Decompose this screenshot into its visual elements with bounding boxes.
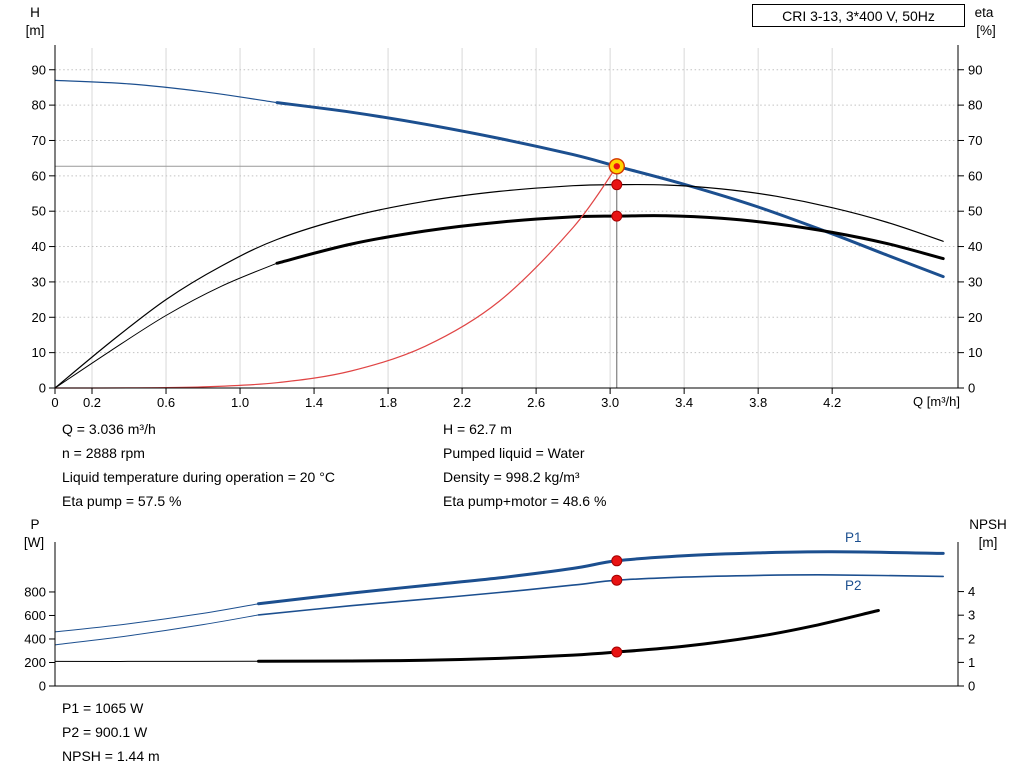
y-left-tick-label: 20 <box>32 310 46 325</box>
y-right-tick-label: 80 <box>968 98 982 113</box>
p2-series-label: P2 <box>845 578 862 593</box>
p2-curve-thin <box>54 614 259 646</box>
x-tick-label: 0.6 <box>157 395 175 410</box>
x-tick-label: 3.0 <box>601 395 619 410</box>
y-right-tick-label: 0 <box>968 679 975 694</box>
y-right-tick-label: 10 <box>968 345 982 360</box>
y-left-tick-label: 70 <box>32 133 46 148</box>
y-right-tick-label: 1 <box>968 655 975 670</box>
result-p1: P1 = 1065 W <box>62 700 144 716</box>
eta-motor-point-marker <box>611 210 623 222</box>
p1-series-label: P1 <box>845 530 862 545</box>
result-p2: P2 = 900.1 W <box>62 724 148 740</box>
eta-axis-unit: [%] <box>976 23 996 38</box>
eta-pump-point-marker <box>611 179 623 191</box>
p2-point-marker <box>611 574 623 586</box>
eta-pump-curve <box>54 183 944 389</box>
eta-motor-curve <box>275 214 945 265</box>
y-left-tick-label: 80 <box>32 98 46 113</box>
npsh-axis-unit: [m] <box>978 535 998 550</box>
chart-title-box: CRI 3-13, 3*400 V, 50Hz <box>752 4 965 27</box>
y-left-tick-label: 400 <box>24 631 46 646</box>
eta-axis-title: eta <box>974 5 994 20</box>
y-left-tick-label: 90 <box>32 62 46 77</box>
y-left-tick-label: 10 <box>32 345 46 360</box>
x-tick-label: 2.6 <box>527 395 545 410</box>
p1-curve <box>257 550 945 606</box>
y-left-tick-label: 60 <box>32 168 46 183</box>
result-npsh: NPSH = 1.44 m <box>62 748 160 764</box>
q-axis-title: Q [m³/h] <box>913 394 960 409</box>
y-right-tick-label: 90 <box>968 62 982 77</box>
operating-speed: n = 2888 rpm <box>62 445 145 461</box>
h-axis-unit: [m] <box>25 23 45 38</box>
p-axis-unit: [W] <box>23 535 45 550</box>
x-tick-label: 4.2 <box>823 395 841 410</box>
operating-eta-pump-motor: Eta pump+motor = 48.6 % <box>443 493 607 509</box>
x-tick-label: 3.8 <box>749 395 767 410</box>
y-left-tick-label: 40 <box>32 239 46 254</box>
h-axis-title: H <box>30 5 40 20</box>
p2-curve <box>257 574 944 616</box>
operating-density: Density = 998.2 kg/m³ <box>443 469 580 485</box>
system-curve <box>54 165 618 389</box>
operating-liquid-temperature: Liquid temperature during operation = 20… <box>62 469 335 485</box>
p1-curve-thin <box>54 603 259 633</box>
qh-curve-thin <box>54 79 278 104</box>
y-right-tick-label: 0 <box>968 381 975 396</box>
npsh-curve <box>257 609 880 663</box>
y-left-tick-label: 600 <box>24 608 46 623</box>
p1-point-marker <box>611 555 623 567</box>
x-tick-label: 2.2 <box>453 395 471 410</box>
operating-eta-pump: Eta pump = 57.5 % <box>62 493 182 509</box>
x-tick-label: 3.4 <box>675 395 693 410</box>
y-left-tick-label: 50 <box>32 204 46 219</box>
eta-motor-curve-thin <box>54 262 278 389</box>
y-left-tick-label: 200 <box>24 655 46 670</box>
y-left-tick-label: 800 <box>24 584 46 599</box>
operating-q: Q = 3.036 m³/h <box>62 421 156 437</box>
operating-data-left-column: Q = 3.036 m³/h n = 2888 rpm Liquid tempe… <box>62 417 335 513</box>
y-left-tick-label: 0 <box>39 381 46 396</box>
y-right-tick-label: 40 <box>968 239 982 254</box>
x-tick-label: 1.8 <box>379 395 397 410</box>
y-right-tick-label: 2 <box>968 631 975 646</box>
p-axis-title: P <box>30 517 40 532</box>
y-right-tick-label: 3 <box>968 608 975 623</box>
result-data-block: P1 = 1065 W P2 = 900.1 W NPSH = 1.44 m <box>62 696 160 768</box>
npsh-point-marker <box>611 646 623 658</box>
npsh-axis-title: NPSH <box>969 517 1007 532</box>
y-right-tick-label: 70 <box>968 133 982 148</box>
x-tick-label: 0 <box>51 395 58 410</box>
operating-pumped-liquid: Pumped liquid = Water <box>443 445 585 461</box>
y-right-tick-label: 4 <box>968 584 975 599</box>
y-left-tick-label: 0 <box>39 679 46 694</box>
operating-h: H = 62.7 m <box>443 421 512 437</box>
duty-point-marker-center <box>613 163 620 170</box>
x-tick-label: 1.0 <box>231 395 249 410</box>
y-right-tick-label: 50 <box>968 204 982 219</box>
y-right-tick-label: 60 <box>968 168 982 183</box>
x-tick-label: 0.2 <box>83 395 101 410</box>
y-left-tick-label: 30 <box>32 274 46 289</box>
y-right-tick-label: 30 <box>968 274 982 289</box>
x-tick-label: 1.4 <box>305 395 323 410</box>
operating-data-right-column: H = 62.7 m Pumped liquid = Water Density… <box>443 417 606 513</box>
y-right-tick-label: 20 <box>968 310 982 325</box>
